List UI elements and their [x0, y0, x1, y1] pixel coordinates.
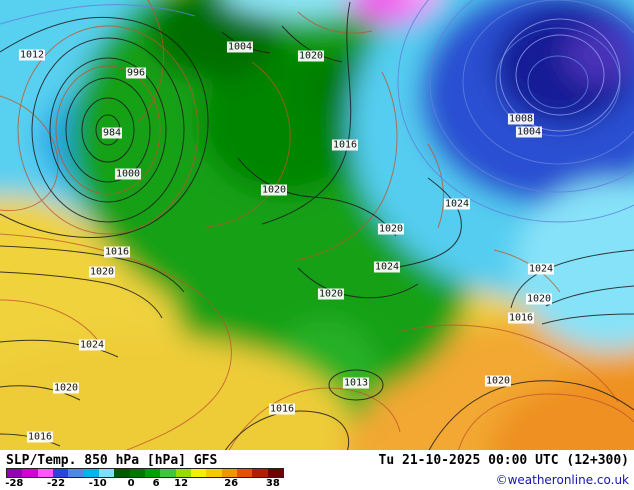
- legend-tick: 38: [265, 478, 280, 489]
- footer-title-row: SLP/Temp. 850 hPa [hPa] GFS Tu 21-10-202…: [6, 453, 629, 468]
- legend-tick: 26: [224, 478, 239, 489]
- legend-bar: [6, 468, 284, 478]
- legend-segment: [52, 469, 69, 477]
- isobar-contours: [0, 1, 634, 450]
- legend-segment: [22, 469, 38, 477]
- legend-segment: [98, 469, 115, 477]
- legend-segment: [267, 469, 283, 477]
- legend-segment: [83, 469, 99, 477]
- legend-segment: [190, 469, 207, 477]
- legend-segment: [221, 469, 237, 477]
- legend-tick: 6: [152, 478, 160, 489]
- legend-segment: [129, 469, 145, 477]
- legend-segment: [175, 469, 191, 477]
- legend-tick: 0: [127, 478, 135, 489]
- datetime-label: Tu 21-10-2025 00:00 UTC (12+300): [378, 453, 629, 468]
- legend-segment: [144, 469, 161, 477]
- product-label: SLP/Temp. 850 hPa [hPa] GFS: [6, 453, 218, 468]
- legend-tick: 12: [174, 478, 189, 489]
- map-footer: SLP/Temp. 850 hPa [hPa] GFS Tu 21-10-202…: [0, 450, 634, 490]
- legend-segment: [68, 469, 84, 477]
- weather-map-svg: [0, 0, 634, 450]
- legend-tick: -10: [88, 478, 107, 489]
- legend-segment: [7, 469, 23, 477]
- legend-segment: [206, 469, 222, 477]
- legend-tick: -28: [5, 478, 24, 489]
- legend-ticks: -28 -22 -10 0 6 12 26 38: [5, 478, 284, 489]
- legend-segment: [37, 469, 53, 477]
- legend-segment: [160, 469, 176, 477]
- weather-map: 1012 996 1004 1020 984 1000 1016 1020 1008 1004 10…: [0, 0, 634, 450]
- legend-tick: -22: [46, 478, 66, 489]
- legend-segment: [252, 469, 268, 477]
- legend-segment: [114, 469, 130, 477]
- copyright-label: ©weatheronline.co.uk: [495, 473, 629, 487]
- legend-segment: [236, 469, 253, 477]
- temperature-field: [0, 0, 634, 450]
- temperature-contours: [0, 0, 634, 450]
